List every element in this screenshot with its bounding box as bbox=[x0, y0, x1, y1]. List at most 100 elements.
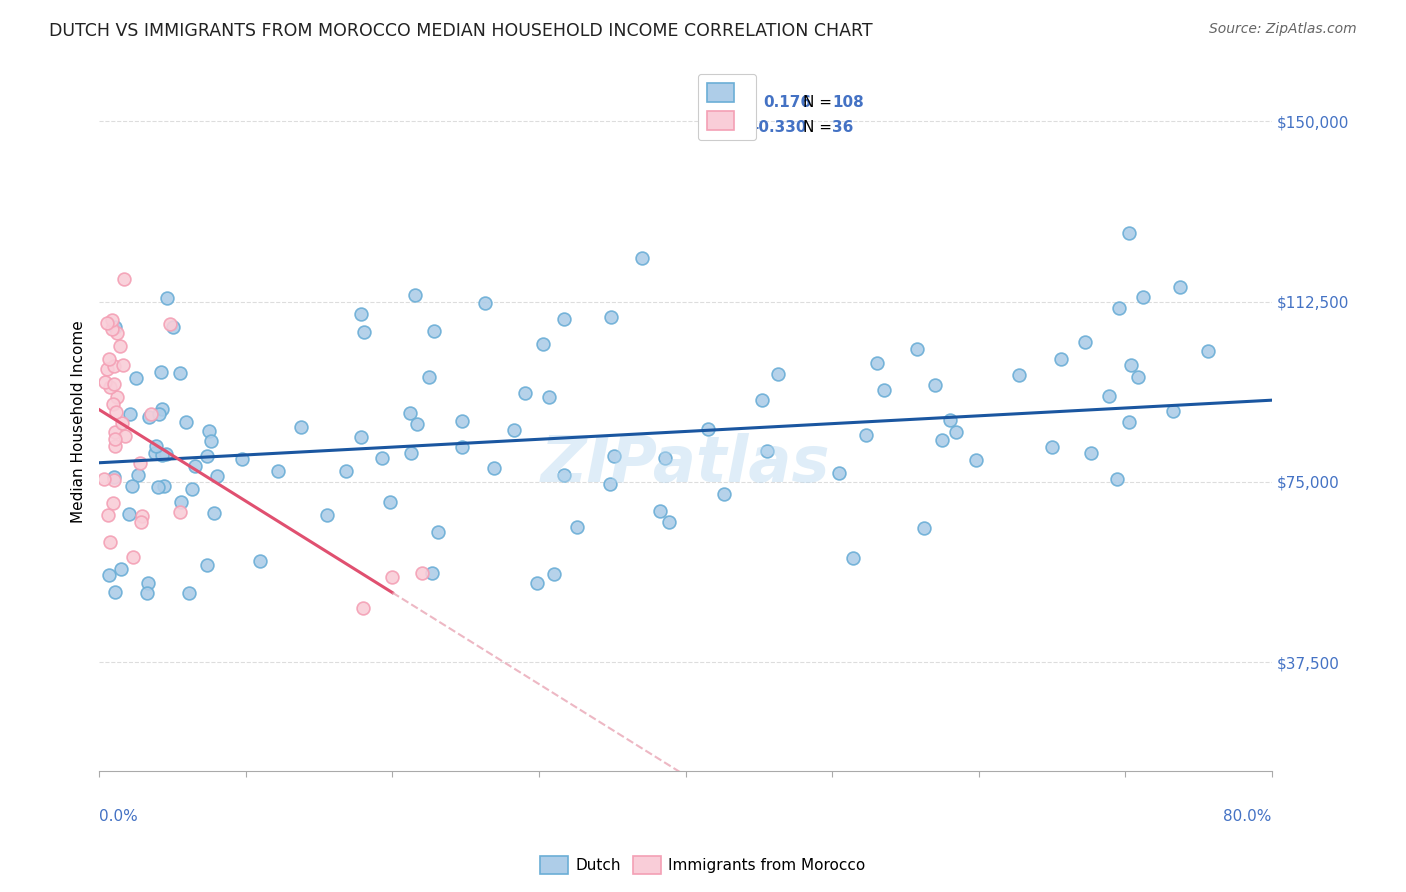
Legend: Dutch, Immigrants from Morocco: Dutch, Immigrants from Morocco bbox=[534, 850, 872, 880]
Point bbox=[105, 390, 128, 404]
Point bbox=[371, 450, 394, 465]
Point bbox=[866, 356, 889, 370]
Point bbox=[939, 413, 962, 427]
Point bbox=[155, 448, 177, 462]
Point bbox=[96, 316, 118, 330]
Point bbox=[112, 272, 135, 286]
Point bbox=[1161, 404, 1184, 418]
Point bbox=[842, 550, 865, 565]
Point bbox=[104, 425, 127, 439]
Text: Source: ZipAtlas.com: Source: ZipAtlas.com bbox=[1209, 22, 1357, 37]
Point bbox=[405, 417, 427, 431]
Point bbox=[350, 307, 373, 321]
Point bbox=[1008, 368, 1031, 383]
Point bbox=[335, 464, 357, 478]
Point bbox=[404, 288, 426, 302]
Point bbox=[1126, 369, 1149, 384]
Text: 36: 36 bbox=[832, 120, 853, 135]
Text: R =: R = bbox=[714, 95, 742, 110]
Point bbox=[93, 375, 115, 389]
Point bbox=[97, 351, 120, 366]
Point bbox=[1074, 335, 1097, 350]
Point bbox=[451, 441, 474, 455]
Point bbox=[200, 434, 222, 448]
Point bbox=[149, 365, 172, 379]
Point bbox=[599, 476, 621, 491]
Point bbox=[474, 296, 496, 310]
Point bbox=[103, 359, 125, 373]
Point bbox=[110, 561, 132, 575]
Point bbox=[127, 467, 149, 482]
Point bbox=[138, 409, 160, 424]
Point bbox=[931, 433, 953, 447]
Point bbox=[101, 313, 124, 327]
Point bbox=[1105, 472, 1128, 486]
Y-axis label: Median Household Income: Median Household Income bbox=[72, 320, 86, 524]
Point bbox=[121, 479, 143, 493]
Point bbox=[112, 358, 135, 372]
Point bbox=[153, 479, 176, 493]
Point bbox=[654, 451, 676, 466]
Text: 0.0%: 0.0% bbox=[100, 809, 138, 824]
Point bbox=[1121, 358, 1143, 372]
Point bbox=[543, 567, 565, 582]
Point bbox=[411, 566, 433, 580]
Point bbox=[399, 406, 422, 420]
Point bbox=[1197, 344, 1219, 359]
Point bbox=[131, 508, 153, 523]
Point bbox=[136, 585, 159, 599]
Point bbox=[121, 550, 143, 565]
Point bbox=[104, 432, 127, 446]
Point bbox=[162, 320, 184, 334]
Point bbox=[600, 310, 623, 325]
Point bbox=[184, 459, 207, 474]
Point bbox=[965, 453, 987, 467]
Point bbox=[855, 428, 877, 442]
Point bbox=[1080, 446, 1102, 460]
Point bbox=[1118, 415, 1140, 429]
Point bbox=[231, 451, 253, 466]
Point bbox=[136, 575, 159, 590]
Text: 0.176: 0.176 bbox=[763, 95, 811, 110]
Point bbox=[110, 417, 132, 431]
Point bbox=[1050, 351, 1073, 366]
Point bbox=[145, 439, 167, 453]
Point bbox=[128, 456, 150, 470]
Point bbox=[146, 480, 169, 494]
Point bbox=[93, 472, 115, 486]
Point bbox=[181, 482, 204, 496]
Point bbox=[427, 525, 450, 540]
Point bbox=[101, 397, 124, 411]
Point bbox=[103, 377, 125, 392]
Point bbox=[353, 326, 375, 340]
Point bbox=[503, 423, 526, 437]
Point bbox=[195, 558, 218, 572]
Point bbox=[195, 449, 218, 463]
Point bbox=[526, 576, 548, 591]
Point bbox=[97, 508, 120, 523]
Text: R =: R = bbox=[714, 120, 742, 135]
Point bbox=[658, 515, 681, 529]
Point bbox=[169, 366, 191, 380]
Point bbox=[139, 407, 162, 421]
Point bbox=[96, 362, 118, 376]
Point bbox=[150, 401, 173, 416]
Point bbox=[422, 324, 444, 338]
Point bbox=[418, 370, 440, 384]
Text: 80.0%: 80.0% bbox=[1223, 809, 1271, 824]
Point bbox=[828, 467, 851, 481]
Point bbox=[766, 367, 789, 381]
Point bbox=[531, 337, 554, 351]
Point bbox=[169, 505, 191, 519]
Point bbox=[912, 521, 935, 535]
Point bbox=[945, 425, 967, 439]
Point bbox=[697, 422, 720, 436]
Point bbox=[648, 504, 671, 518]
Point bbox=[905, 342, 928, 356]
Point bbox=[1108, 301, 1130, 315]
Point bbox=[207, 469, 229, 483]
Point bbox=[98, 568, 121, 582]
Legend: , : , bbox=[697, 74, 755, 140]
Point bbox=[538, 390, 561, 404]
Point bbox=[143, 445, 166, 459]
